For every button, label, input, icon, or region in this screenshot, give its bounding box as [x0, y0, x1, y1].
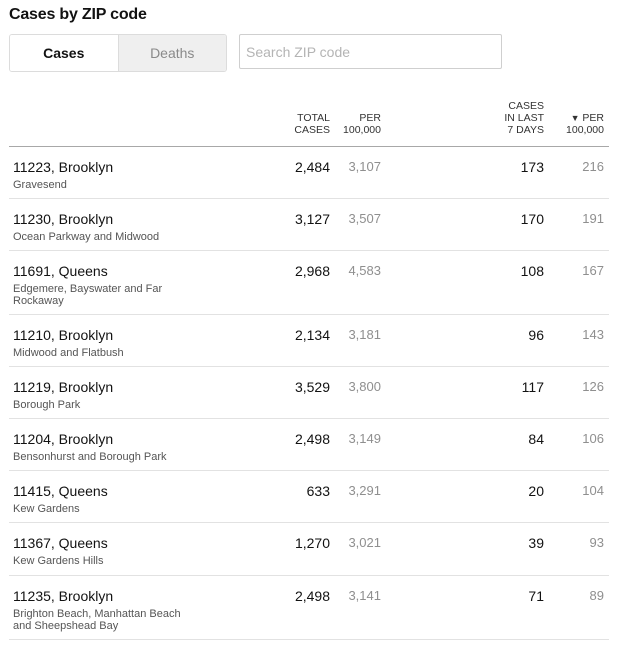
neighborhood-label: Bensonhurst and Borough Park	[13, 451, 167, 463]
zip-label: 11235, Brooklyn	[13, 588, 114, 604]
per-100k-value: 4,583	[348, 263, 381, 278]
zip-table: TOTAL CASES PER 100,000 CASES IN LAST 7 …	[9, 96, 609, 640]
per-100k-value: 3,181	[348, 327, 381, 342]
cases-last-7-value: 170	[520, 211, 544, 227]
total-cases-value: 2,498	[294, 431, 330, 447]
zip-label: 11415, Queens	[13, 483, 108, 499]
header-total-cases[interactable]: TOTAL CASES	[294, 112, 330, 136]
sort-arrow-icon: ▼	[570, 113, 580, 123]
per-100k-value: 3,021	[348, 535, 381, 550]
neighborhood-label: Kew Gardens Hills	[13, 555, 104, 567]
neighborhood-label: Borough Park	[13, 399, 81, 411]
header-text: 7 DAYS	[507, 124, 544, 136]
per-100k-7-value: 126	[582, 379, 604, 394]
total-cases-value: 3,529	[294, 379, 330, 395]
per-100k-value: 3,507	[348, 211, 381, 226]
total-cases-value: 1,270	[294, 535, 330, 551]
zip-label: 11204, Brooklyn	[13, 431, 114, 447]
total-cases-value: 3,127	[294, 211, 330, 227]
table-row: 11230, Brooklyn Ocean Parkway and Midwoo…	[9, 199, 609, 251]
cases-deaths-toggle: Cases Deaths	[9, 34, 227, 72]
header-text: TOTAL	[297, 112, 330, 124]
per-100k-7-value: 93	[589, 535, 604, 550]
per-100k-7-value: 167	[582, 263, 604, 278]
header-text: 100,000	[566, 124, 604, 136]
total-cases-value: 2,968	[294, 263, 330, 279]
cases-last-7-value: 96	[528, 327, 544, 343]
cases-last-7-value: 39	[528, 535, 544, 551]
per-100k-7-value: 89	[589, 588, 604, 603]
header-text: PER	[582, 112, 604, 124]
total-cases-value: 2,484	[294, 159, 330, 175]
header-per-100k-7-days[interactable]: ▼ PER 100,000	[566, 112, 604, 136]
per-100k-7-value: 143	[582, 327, 604, 342]
neighborhood-label: Brighton Beach, Manhattan Beach and Shee…	[13, 608, 181, 632]
cases-last-7-value: 117	[521, 379, 544, 395]
neighborhood-label: Edgemere, Bayswater and Far Rockaway	[13, 283, 163, 307]
zip-label: 11219, Brooklyn	[13, 379, 114, 395]
total-cases-value: 2,498	[294, 588, 330, 604]
per-100k-7-value: 104	[582, 483, 604, 498]
per-100k-7-value: 191	[582, 211, 604, 226]
neighborhood-label: Gravesend	[13, 179, 67, 191]
zip-label: 11210, Brooklyn	[13, 327, 114, 343]
per-100k-value: 3,149	[348, 431, 381, 446]
zip-label: 11230, Brooklyn	[13, 211, 114, 227]
table-row: 11204, Brooklyn Bensonhurst and Borough …	[9, 419, 609, 471]
header-text: 100,000	[343, 124, 381, 136]
per-100k-value: 3,141	[348, 588, 381, 603]
per-100k-value: 3,107	[348, 159, 381, 174]
table-header: TOTAL CASES PER 100,000 CASES IN LAST 7 …	[9, 96, 609, 147]
neighborhood-label: Ocean Parkway and Midwood	[13, 231, 160, 243]
per-100k-value: 3,800	[348, 379, 381, 394]
table-row: 11223, Brooklyn Gravesend 2,484 3,107 17…	[9, 147, 609, 199]
table-row: 11367, Queens Kew Gardens Hills 1,270 3,…	[9, 523, 609, 576]
deaths-tab[interactable]: Deaths	[117, 35, 226, 71]
table-row: 11415, Queens Kew Gardens 633 3,291 20 1…	[9, 471, 609, 523]
neighborhood-label: Midwood and Flatbush	[13, 347, 124, 359]
table-body: 11223, Brooklyn Gravesend 2,484 3,107 17…	[9, 147, 609, 640]
zip-label: 11367, Queens	[13, 535, 108, 551]
cases-last-7-value: 71	[528, 588, 544, 604]
header-cases-last-7-days[interactable]: CASES IN LAST 7 DAYS	[504, 100, 544, 136]
per-100k-7-value: 106	[582, 431, 604, 446]
cases-last-7-value: 84	[528, 431, 544, 447]
cases-last-7-value: 108	[520, 263, 544, 279]
zip-label: 11223, Brooklyn	[13, 159, 114, 175]
page-title: Cases by ZIP code	[9, 6, 147, 23]
cases-last-7-value: 20	[528, 483, 544, 499]
header-text: CASES	[294, 124, 330, 136]
neighborhood-label: Kew Gardens	[13, 503, 80, 515]
per-100k-value: 3,291	[348, 483, 381, 498]
table-row: 11691, Queens Edgemere, Bayswater and Fa…	[9, 251, 609, 315]
header-text: PER	[359, 112, 381, 124]
table-row: 11210, Brooklyn Midwood and Flatbush 2,1…	[9, 315, 609, 367]
cases-last-7-value: 173	[520, 159, 544, 175]
header-text: IN LAST	[504, 112, 544, 124]
table-row: 11235, Brooklyn Brighton Beach, Manhatta…	[9, 576, 609, 640]
total-cases-value: 2,134	[294, 327, 330, 343]
zip-label: 11691, Queens	[13, 263, 108, 279]
cases-tab[interactable]: Cases	[10, 35, 118, 71]
per-100k-7-value: 216	[582, 159, 604, 174]
table-row: 11219, Brooklyn Borough Park 3,529 3,800…	[9, 367, 609, 419]
header-per-100k[interactable]: PER 100,000	[343, 112, 381, 136]
search-zip-input[interactable]	[239, 34, 502, 69]
header-text: CASES	[508, 100, 544, 112]
total-cases-value: 633	[306, 483, 330, 499]
